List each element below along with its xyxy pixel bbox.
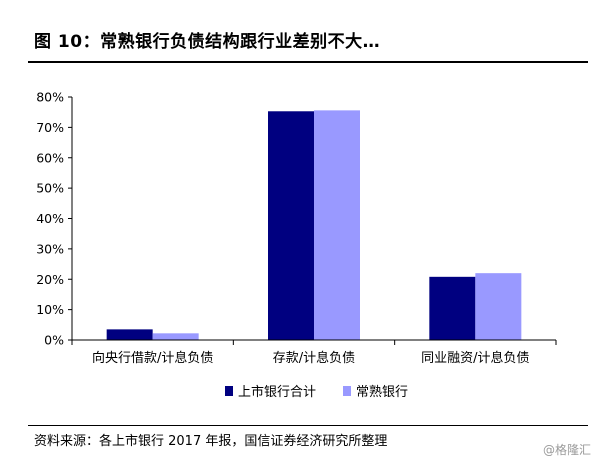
y-tick-label: 60%: [36, 150, 64, 165]
x-axis: 向央行借款/计息负债 存款/计息负债 同业融资/计息负债: [71, 339, 557, 366]
legend-swatch: [343, 386, 351, 396]
bars: [106, 110, 522, 341]
y-tick-label: 40%: [36, 211, 64, 226]
source-note: 资料来源：各上市银行 2017 年报，国信证券经济研究所整理: [34, 434, 388, 449]
watermark: @格隆汇: [542, 443, 591, 457]
y-axis: 0% 10% 20% 30% 40% 50% 60% 70% 80%: [36, 90, 73, 348]
y-tick-label: 20%: [36, 272, 64, 287]
title-divider: [28, 61, 588, 63]
y-tick-label: 70%: [36, 120, 64, 135]
x-tick-label: 存款/计息负债: [273, 350, 355, 366]
bar: [268, 111, 314, 341]
legend: 上市银行合计 常熟银行: [225, 384, 408, 400]
y-tick-label: 80%: [36, 90, 64, 105]
legend-label: 上市银行合计: [238, 384, 316, 400]
bar: [475, 273, 522, 340]
bar: [314, 110, 360, 341]
y-tick-label: 0%: [44, 333, 64, 348]
page-title: 图 10：常熟银行负债结构跟行业差别不大…: [34, 32, 381, 52]
bar: [152, 333, 199, 340]
bar: [429, 276, 476, 340]
x-tick-label: 向央行借款/计息负债: [92, 350, 213, 366]
y-tick-label: 50%: [36, 181, 64, 196]
y-tick-label: 30%: [36, 241, 64, 256]
legend-label: 常熟银行: [356, 384, 408, 400]
y-tick-label: 10%: [36, 302, 64, 317]
x-tick-label: 同业融资/计息负债: [421, 350, 529, 366]
legend-swatch: [225, 386, 233, 396]
bar: [106, 329, 153, 340]
footer-divider: [28, 425, 588, 426]
